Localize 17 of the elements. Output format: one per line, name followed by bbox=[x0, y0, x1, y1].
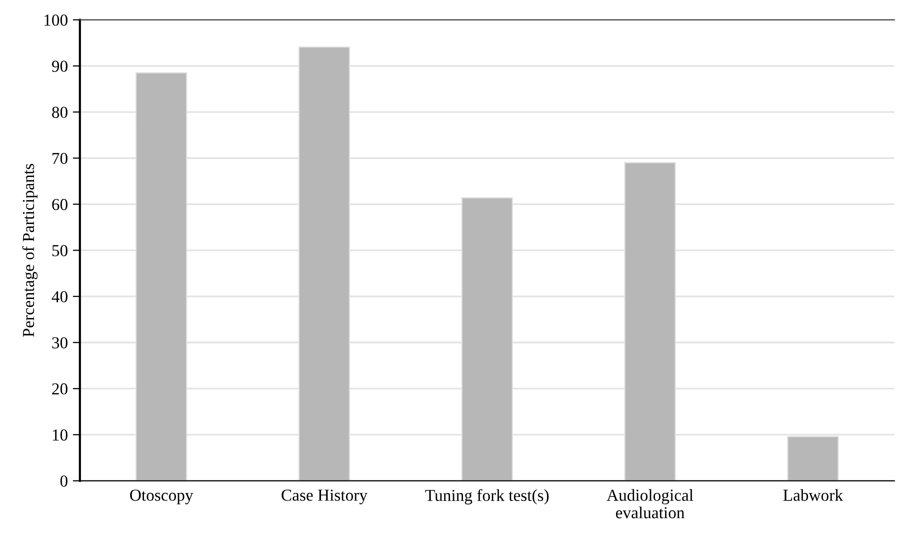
y-tick-label: 50 bbox=[52, 245, 68, 256]
x-tick-label: Labwork bbox=[783, 489, 844, 501]
y-tick-label: 70 bbox=[52, 152, 68, 164]
y-tick-label: 40 bbox=[52, 291, 68, 302]
y-tick-label: 10 bbox=[52, 429, 68, 441]
y-axis-title: Percentage of Participants bbox=[22, 164, 38, 337]
y-tick-label: 30 bbox=[52, 337, 68, 348]
y-tick-label: 100 bbox=[44, 14, 68, 26]
y-tick-label: 20 bbox=[52, 383, 68, 395]
x-tick-label: Otoscopy bbox=[130, 490, 194, 504]
x-tick-label: Case History bbox=[282, 490, 368, 504]
y-tick-label: 60 bbox=[52, 198, 68, 210]
y-tick-label: 80 bbox=[52, 106, 68, 118]
y-tick-label: 0 bbox=[60, 475, 68, 487]
y-tick-label: 90 bbox=[52, 60, 68, 72]
x-tick-label: Audiological evaluation bbox=[606, 489, 694, 518]
x-tick-label: Tuning fork test(s) bbox=[425, 489, 549, 504]
